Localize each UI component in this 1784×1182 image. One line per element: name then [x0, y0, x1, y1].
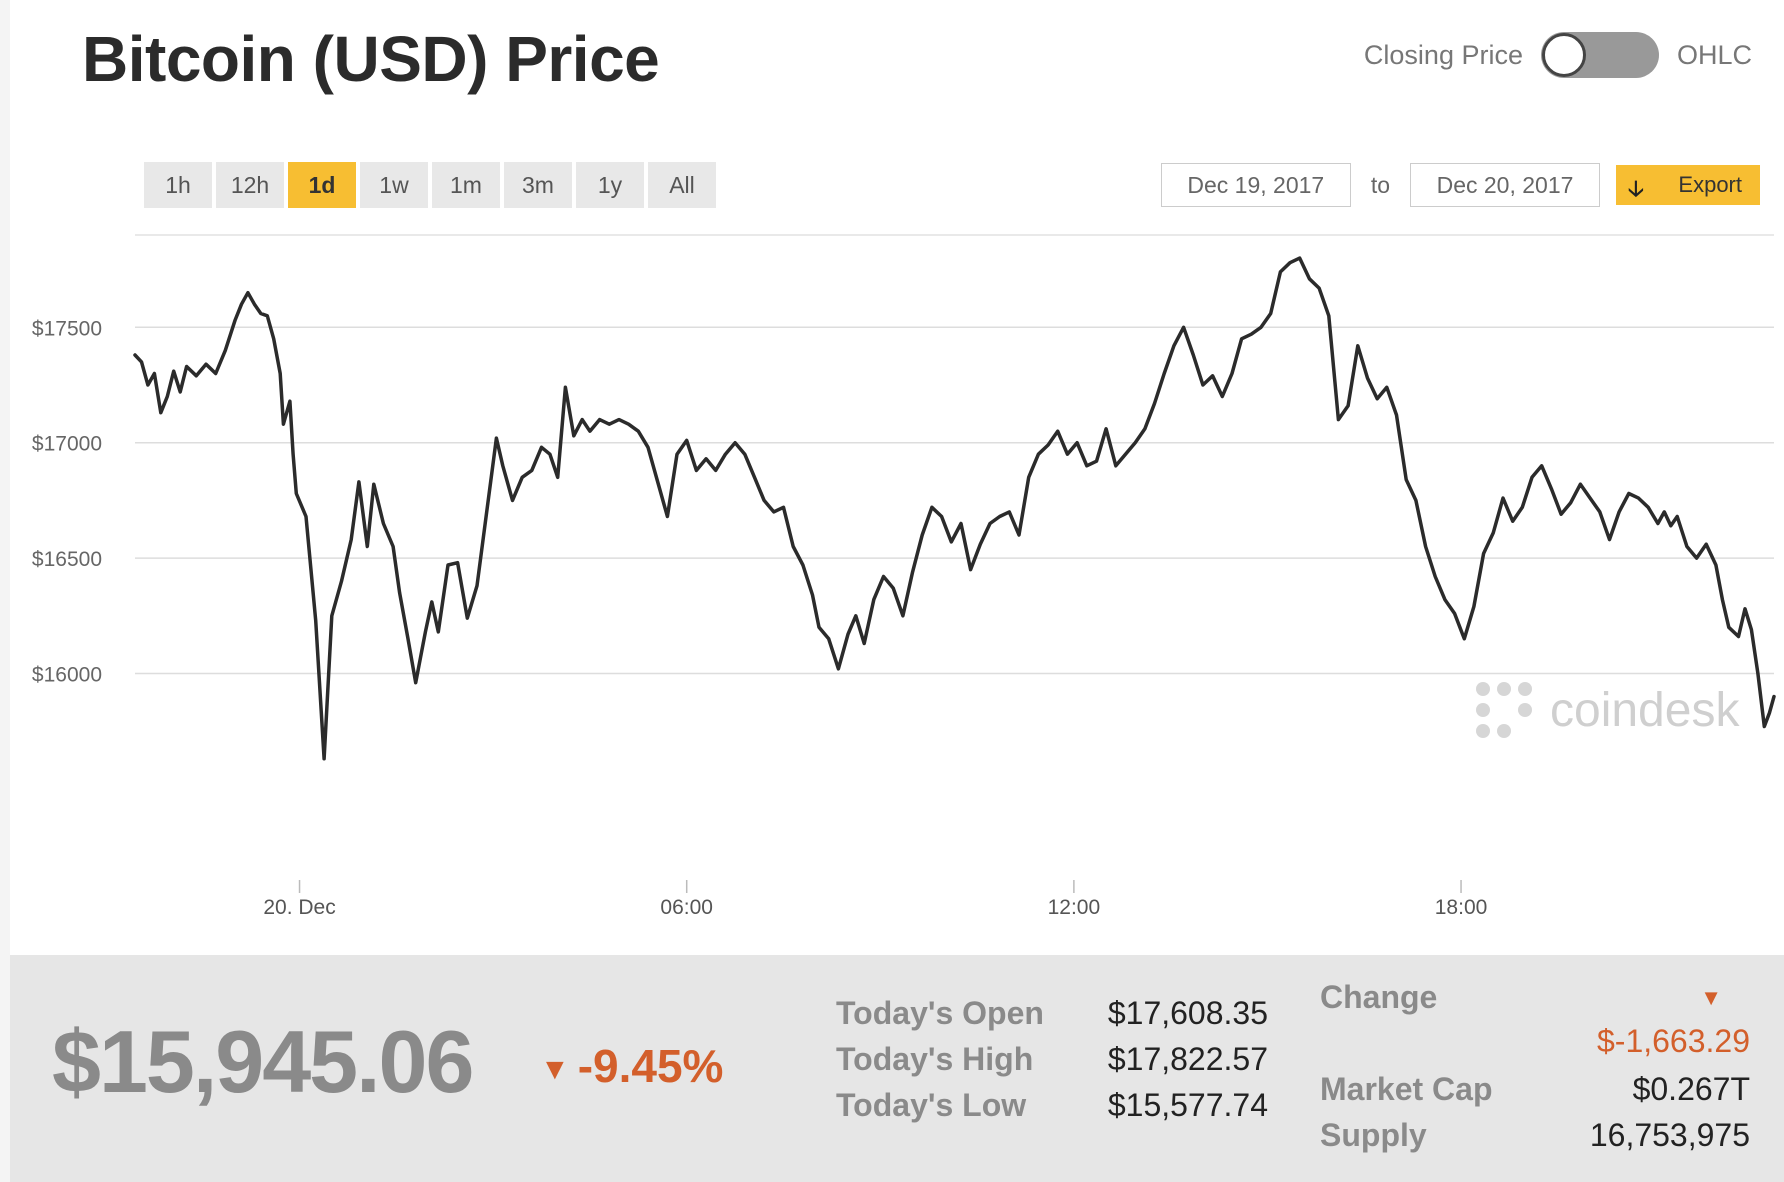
todays-low-value: $15,577.74: [1107, 1087, 1268, 1123]
left-edge-strip: [0, 0, 10, 1182]
coindesk-logo-icon: [1476, 682, 1532, 738]
price-line-chart[interactable]: $16000 $16500 $17000 $17500 20. Dec 06:00 12:0…: [10, 225, 1784, 935]
export-button[interactable]: 🡣 Export: [1616, 165, 1760, 205]
x-tick-label: 18:00: [1435, 896, 1488, 919]
price-page: Bitcoin (USD) Price Closing Price OHLC 1…: [10, 0, 1784, 1182]
range-tabs: 1h 12h 1d 1w 1m 3m 1y All: [144, 162, 716, 208]
x-tick-label: 20. Dec: [263, 896, 335, 919]
todays-high-value: $17,822.57: [1107, 1041, 1268, 1077]
toggle-knob[interactable]: [1541, 33, 1586, 77]
current-price: $15,945.06: [52, 1012, 474, 1111]
range-tab-all[interactable]: All: [648, 162, 716, 208]
supply-value: 16,753,975: [1589, 1117, 1750, 1153]
todays-low-label: Today's Low: [836, 1087, 1027, 1123]
y-tick-label: $16500: [32, 548, 102, 571]
price-stats-panel: $15,945.06 ▼ -9.45% Today's Open $17,608.…: [10, 955, 1784, 1182]
x-tick-label: 12:00: [1048, 896, 1101, 919]
page-title: Bitcoin (USD) Price: [82, 23, 660, 95]
change-label: Change: [1320, 979, 1438, 1015]
market-cap-label: Market Cap: [1320, 1071, 1493, 1107]
todays-open-label: Today's Open: [836, 995, 1044, 1031]
x-tick-label: 06:00: [660, 896, 713, 919]
price-series-line: [133, 256, 1776, 761]
change-value: $-1,663.29: [1596, 1023, 1750, 1059]
price-mode-toggle[interactable]: [1540, 32, 1659, 78]
range-tab-1w[interactable]: 1w: [360, 162, 428, 208]
percent-change: ▼ -9.45%: [540, 1039, 723, 1093]
percent-change-value: -9.45%: [577, 1040, 724, 1092]
coindesk-watermark: coindesk: [1476, 682, 1739, 738]
down-triangle-icon: ▼: [540, 1052, 570, 1086]
todays-high-label: Today's High: [836, 1041, 1034, 1077]
date-to-label: to: [1370, 171, 1390, 198]
range-tab-12h[interactable]: 12h: [216, 162, 284, 208]
todays-open-value: $17,608.35: [1107, 995, 1268, 1031]
toggle-label-ohlc: OHLC: [1676, 39, 1752, 70]
price-mode-toggle-group: Closing Price OHLC: [1364, 32, 1752, 78]
y-tick-label: $16000: [32, 663, 102, 686]
market-cap-value: $0.267T: [1632, 1071, 1750, 1107]
supply-label: Supply: [1320, 1117, 1427, 1153]
download-arrow-icon: 🡣: [1628, 176, 1644, 201]
y-tick-label: $17000: [32, 433, 102, 456]
range-tab-1h[interactable]: 1h: [144, 162, 212, 208]
range-tab-1y[interactable]: 1y: [576, 162, 644, 208]
watermark-text: coindesk: [1550, 683, 1740, 737]
y-tick-label: $17500: [32, 317, 102, 340]
change-down-triangle-icon: ▼: [1700, 985, 1722, 1010]
date-from-input[interactable]: Dec 19, 2017: [1160, 163, 1351, 207]
date-to-input[interactable]: Dec 20, 2017: [1410, 163, 1600, 207]
date-range-picker: Dec 19, 2017 to Dec 20, 2017 🡣 Export: [1160, 163, 1760, 207]
toggle-label-closing-price: Closing Price: [1363, 39, 1523, 70]
range-tab-3m[interactable]: 3m: [504, 162, 572, 208]
range-tab-1m[interactable]: 1m: [432, 162, 500, 208]
export-label: Export: [1678, 172, 1742, 197]
range-tab-1d[interactable]: 1d: [288, 162, 356, 208]
